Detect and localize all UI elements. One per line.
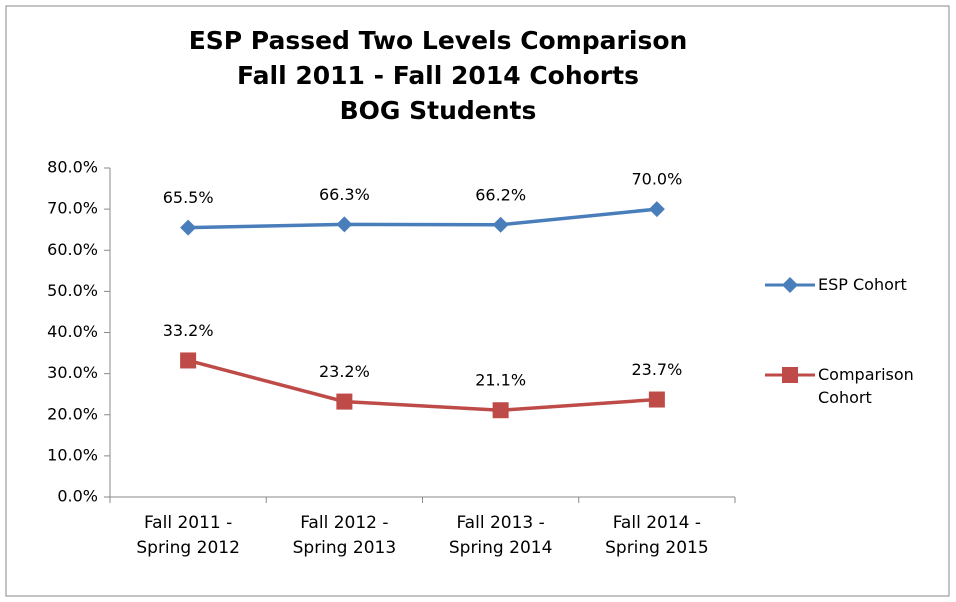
y-tick-label: 80.0%	[47, 158, 98, 177]
y-tick-label: 60.0%	[47, 240, 98, 259]
data-label: 65.5%	[163, 188, 214, 207]
data-label: 21.1%	[475, 371, 526, 390]
data-point	[648, 391, 665, 408]
data-point	[648, 201, 665, 218]
data-point	[180, 219, 197, 236]
data-label: 70.0%	[631, 170, 682, 189]
data-label: 23.2%	[319, 362, 370, 381]
series-line	[188, 207, 658, 230]
y-tick-label: 0.0%	[57, 487, 98, 506]
chart-title: Fall 2011 - Fall 2014 Cohorts	[237, 61, 639, 90]
data-point	[336, 393, 353, 410]
series-line	[187, 358, 657, 412]
chart-title: ESP Passed Two Levels Comparison	[189, 26, 688, 55]
y-tick-label: 10.0%	[47, 445, 98, 464]
legend-marker	[782, 277, 798, 293]
y-tick-label: 70.0%	[47, 199, 98, 218]
x-tick-label: Fall 2014 - Spring 2015	[605, 513, 709, 558]
data-point	[492, 216, 509, 233]
x-tick-label: Fall 2012 - Spring 2013	[292, 513, 397, 558]
y-tick-label: 30.0%	[47, 363, 98, 382]
data-label: 33.2%	[163, 321, 214, 340]
chart-border	[5, 5, 950, 597]
data-label: 66.2%	[475, 185, 526, 204]
data-point	[180, 352, 197, 369]
legend-label: Comparison Cohort	[818, 365, 914, 407]
y-tick-label: 40.0%	[47, 322, 98, 341]
data-point	[492, 402, 509, 419]
data-label: 66.3%	[319, 185, 370, 204]
data-label: 23.7%	[631, 360, 682, 379]
x-tick-label: Fall 2013 - Spring 2014	[448, 513, 553, 558]
legend-label: ESP Cohort	[818, 275, 907, 294]
x-tick-label: Fall 2011 - Spring 2012	[136, 513, 240, 558]
y-tick-label: 50.0%	[47, 281, 98, 300]
legend-marker	[782, 367, 798, 383]
data-point	[336, 216, 353, 233]
chart-title: BOG Students	[340, 96, 537, 125]
y-tick-label: 20.0%	[47, 404, 98, 423]
